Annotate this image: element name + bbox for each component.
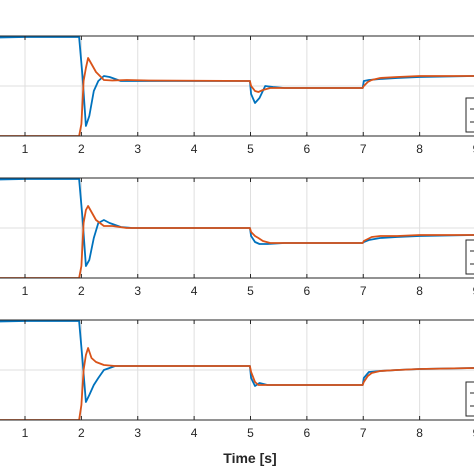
x-tick-label: 5: [247, 284, 254, 298]
x-tick-label: 3: [134, 142, 141, 156]
series-line-2: [0, 347, 474, 420]
x-tick-label: 7: [360, 284, 367, 298]
series-group: [0, 36, 474, 136]
series-group: [0, 178, 474, 278]
x-tick-label: 2: [78, 284, 85, 298]
x-tick-label: 9: [473, 142, 474, 156]
x-tick-label: 6: [304, 426, 311, 440]
series-line-2: [0, 57, 474, 136]
series-line-2: [0, 205, 474, 278]
legend-box: [465, 239, 474, 275]
x-tick-label: 3: [134, 426, 141, 440]
x-tick-label: 5: [247, 426, 254, 440]
x-tick-label: 7: [360, 142, 367, 156]
x-tick-label: 4: [191, 284, 198, 298]
x-axis-label: Time [s]: [223, 450, 276, 466]
x-tick-label: 8: [416, 426, 423, 440]
legend-box: [465, 381, 474, 417]
subplot-3: 1 2 3 4 5 6 7 8 9: [0, 319, 474, 440]
x-tick-label: 2: [78, 142, 85, 156]
x-tick-label: 3: [134, 284, 141, 298]
x-tick-label: 9: [473, 426, 474, 440]
x-tick-label: 8: [416, 284, 423, 298]
x-tick-label: 5: [247, 142, 254, 156]
x-tick-label: 7: [360, 426, 367, 440]
x-tick-label: 2: [78, 426, 85, 440]
x-tick-label: 1: [22, 142, 29, 156]
subplot-2: 1 2 3 4 5 6 7 8 9: [0, 177, 474, 298]
x-tick-label: 1: [22, 426, 29, 440]
series-group: [0, 320, 474, 420]
x-tick-label: 9: [473, 284, 474, 298]
x-tick-label: 8: [416, 142, 423, 156]
x-tick-label: 6: [304, 284, 311, 298]
subplot-1: 1 2 3 4 5 6 7 8 9: [0, 35, 474, 156]
x-tick-label: 4: [191, 142, 198, 156]
x-tick-label: 1: [22, 284, 29, 298]
x-tick-label: 4: [191, 426, 198, 440]
legend-box: [465, 97, 474, 133]
x-tick-label: 6: [304, 142, 311, 156]
